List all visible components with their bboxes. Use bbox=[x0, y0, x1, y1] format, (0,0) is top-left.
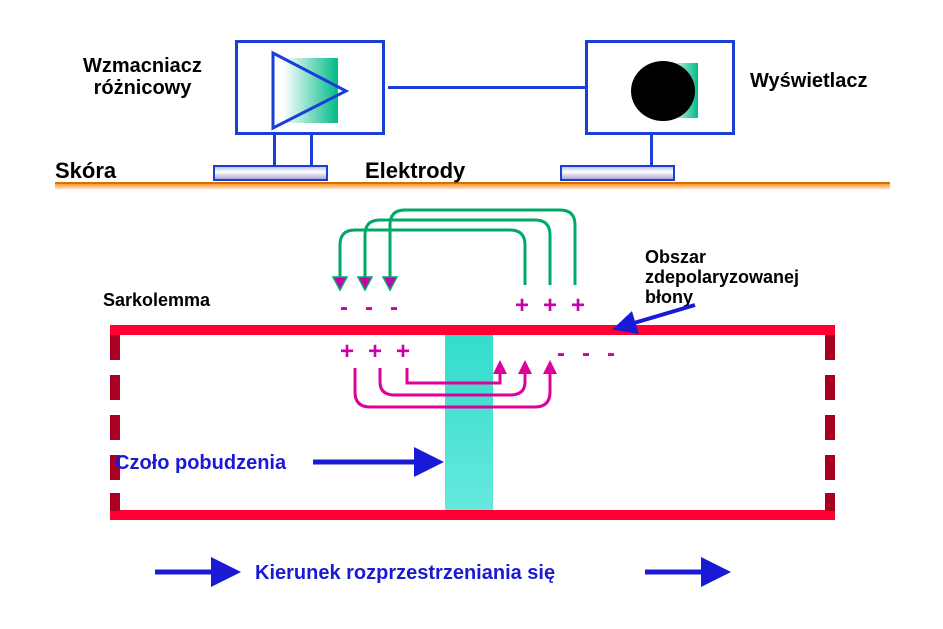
front-label: Czoło pobudzenia bbox=[115, 452, 286, 475]
wire-disp-down bbox=[650, 135, 653, 165]
sarcolemma-label: Sarkolemma bbox=[103, 290, 210, 311]
direction-label: Kierunek rozprzestrzeniania się bbox=[255, 562, 555, 585]
electrode-left bbox=[213, 165, 328, 181]
sarco-dash bbox=[110, 493, 120, 511]
sarco-dash bbox=[825, 455, 835, 480]
sarco-dash bbox=[110, 415, 120, 440]
sarco-dash bbox=[825, 493, 835, 511]
sarco-dash bbox=[825, 335, 835, 360]
electrode-right bbox=[560, 165, 675, 181]
display-label: Wyświetlacz bbox=[750, 70, 867, 93]
display-box bbox=[585, 40, 735, 135]
depolarized-label: Obszar zdepolaryzowanej błony bbox=[645, 248, 799, 307]
intracellular-arrowheads bbox=[493, 360, 557, 374]
sarco-dash bbox=[110, 375, 120, 400]
electrodes-label: Elektrody bbox=[365, 158, 465, 184]
sarco-dash bbox=[825, 375, 835, 400]
extracellular-currents bbox=[340, 210, 575, 285]
skin-line bbox=[55, 182, 890, 190]
wire-amp-down-right bbox=[310, 135, 313, 165]
skin-label: Skóra bbox=[55, 158, 116, 184]
wire-box-connector bbox=[388, 86, 585, 89]
sarco-dash bbox=[825, 415, 835, 440]
amplifier-box bbox=[235, 40, 385, 135]
amplifier-label: Wzmacniacz różnicowy bbox=[83, 55, 202, 99]
diagram-root: Wzmacniacz różnicowy Wyświetlacz Skóra E… bbox=[55, 30, 890, 600]
depolarization-front bbox=[445, 335, 493, 510]
sarcolemma-bottom bbox=[110, 510, 835, 520]
amplifier-icon bbox=[238, 43, 388, 138]
extracellular-arrowheads bbox=[333, 277, 397, 290]
wire-amp-down-left bbox=[273, 135, 276, 165]
sarcolemma-top bbox=[110, 325, 835, 335]
display-icon bbox=[588, 43, 738, 138]
sarco-dash bbox=[110, 335, 120, 360]
